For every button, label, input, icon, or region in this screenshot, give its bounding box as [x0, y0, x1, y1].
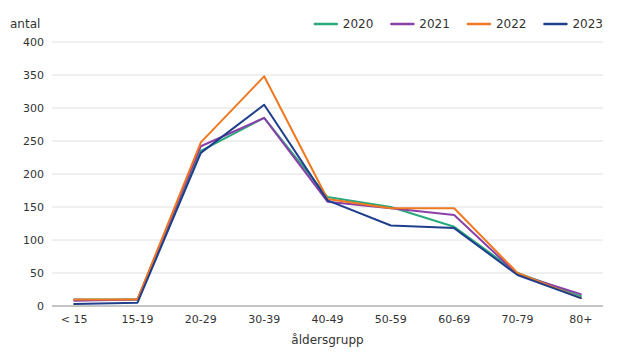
y-tick-label: 200 [23, 168, 44, 181]
y-tick-label: 50 [30, 267, 44, 280]
legend-swatch [544, 23, 566, 26]
x-tick-label: 40-49 [312, 313, 344, 326]
legend-label: 2022 [496, 17, 527, 31]
grid-line [52, 207, 603, 208]
grid-line [52, 174, 603, 175]
y-axis-label: antal [10, 17, 40, 31]
series-line [74, 105, 581, 304]
grid-line [52, 42, 603, 43]
x-tick-label: 80+ [569, 313, 592, 326]
x-tick-label: 50-59 [375, 313, 407, 326]
x-tick-label: 15-19 [122, 313, 154, 326]
x-tick-label: 30-39 [248, 313, 280, 326]
legend-item: 2022 [468, 17, 527, 31]
legend-swatch [315, 23, 337, 26]
grid-line [52, 240, 603, 241]
plot-area [74, 76, 581, 304]
legend-label: 2020 [343, 17, 374, 31]
x-tick-label: 20-29 [185, 313, 217, 326]
chart: 0 50 100 150 200 250 300 350 400 < 15 15-19 20-29 30… [0, 0, 619, 354]
grid-line [52, 75, 603, 76]
x-tick-label: 60-69 [438, 313, 470, 326]
x-tick-label: 70-79 [502, 313, 534, 326]
x-axis-label: åldersgrupp [291, 333, 363, 347]
legend-item: 2023 [544, 17, 603, 31]
grid-line [52, 108, 603, 109]
legend-item: 2020 [315, 17, 374, 31]
y-tick-label: 100 [23, 234, 44, 247]
y-tick-label: 0 [37, 300, 44, 313]
legend-label: 2021 [419, 17, 450, 31]
y-tick-label: 350 [23, 69, 44, 82]
legend-label: 2023 [572, 17, 603, 31]
chart-container: 0 50 100 150 200 250 300 350 400 < 15 15-19 20-29 30… [0, 0, 619, 354]
legend: 2020 2021 2022 2023 [315, 17, 603, 31]
y-tick-label: 250 [23, 135, 44, 148]
x-axis-line [52, 306, 603, 307]
legend-item: 2021 [391, 17, 450, 31]
y-grid [52, 42, 603, 306]
y-tick-label: 400 [23, 36, 44, 49]
grid-line [52, 306, 603, 307]
x-tick-labels: < 15 15-19 20-29 30-39 40-49 50-59 60-69 70-79 8… [61, 313, 593, 326]
y-tick-labels: 0 50 100 150 200 250 300 350 400 [23, 36, 44, 313]
y-tick-label: 300 [23, 102, 44, 115]
y-tick-label: 150 [23, 201, 44, 214]
x-tick-label: < 15 [61, 313, 88, 326]
grid-line [52, 141, 603, 142]
legend-swatch [468, 23, 490, 26]
legend-swatch [391, 23, 413, 26]
